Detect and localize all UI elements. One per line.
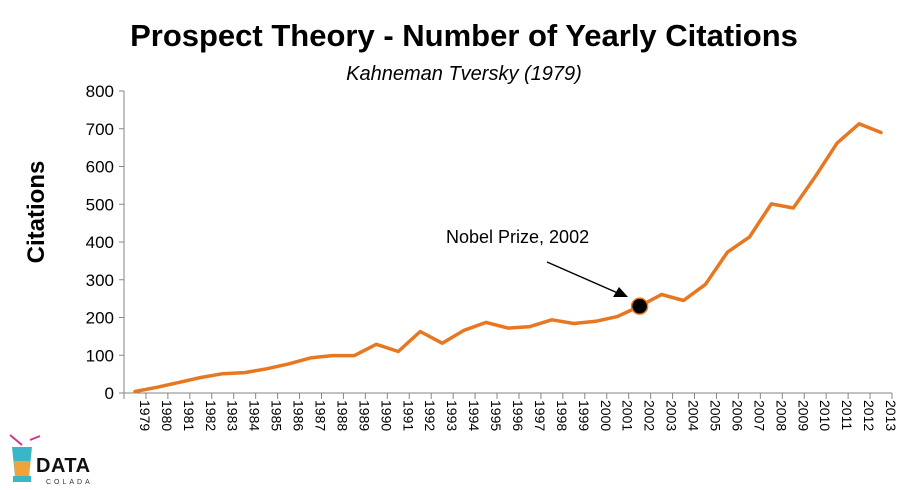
annotation-label: Nobel Prize, 2002 bbox=[446, 227, 589, 247]
x-tick-label: 1989 bbox=[356, 400, 372, 431]
x-tick-label: 1992 bbox=[422, 400, 438, 431]
y-tick-label: 100 bbox=[86, 346, 114, 365]
logo-subtext: COLADA bbox=[46, 479, 93, 486]
x-tick-label: 1990 bbox=[378, 400, 394, 431]
x-tick-label: 1998 bbox=[554, 400, 570, 431]
y-tick-label: 600 bbox=[86, 158, 114, 177]
y-tick-label: 800 bbox=[86, 82, 114, 101]
x-tick-label: 1979 bbox=[137, 400, 153, 431]
x-tick-label: 2012 bbox=[861, 400, 877, 431]
x-tick-label: 1999 bbox=[576, 400, 592, 431]
logo-text: DATA bbox=[36, 455, 91, 477]
series-layer bbox=[133, 122, 883, 394]
chart-subtitle: Kahneman Tversky (1979) bbox=[346, 63, 582, 85]
y-tick-label: 700 bbox=[86, 120, 114, 139]
x-tick-label: 1986 bbox=[291, 400, 307, 431]
x-tick-label: 1995 bbox=[488, 400, 504, 431]
x-tick-label: 1983 bbox=[225, 400, 241, 431]
x-tick-label: 1996 bbox=[510, 400, 526, 431]
x-tick-label: 2000 bbox=[598, 400, 614, 431]
y-tick-label: 300 bbox=[86, 271, 114, 290]
annotation: Nobel Prize, 2002 bbox=[446, 227, 628, 297]
y-tick-label: 400 bbox=[86, 233, 114, 252]
x-tick-label: 2011 bbox=[839, 400, 855, 430]
x-tick-label: 2013 bbox=[883, 400, 899, 431]
x-tick-label: 1991 bbox=[400, 400, 416, 431]
x-tick-label: 1997 bbox=[532, 400, 548, 431]
x-tick-label: 1981 bbox=[181, 400, 197, 431]
x-tick-label: 2007 bbox=[751, 400, 767, 431]
y-tick-label: 200 bbox=[86, 309, 114, 328]
x-axis: 1979 1980 1981 1982 1983 1984 1985 1986 1987 1988… bbox=[123, 392, 899, 431]
x-tick-label: 2010 bbox=[817, 400, 833, 431]
x-tick-label: 1984 bbox=[247, 400, 263, 431]
cocktail-glass-icon bbox=[9, 434, 41, 482]
x-tick-label: 1980 bbox=[159, 400, 175, 431]
x-tick-label: 2008 bbox=[773, 400, 789, 431]
y-tick-label: 500 bbox=[86, 195, 114, 214]
x-tick-label: 1985 bbox=[269, 400, 285, 431]
chart-title: Prospect Theory - Number of Yearly Citat… bbox=[130, 18, 798, 53]
data-colada-logo: DATA COLADA bbox=[9, 434, 93, 486]
x-tick-label: 1994 bbox=[466, 400, 482, 431]
x-tick-label: 2001 bbox=[620, 400, 636, 431]
x-tick-label: 1993 bbox=[444, 400, 460, 431]
nobel-prize-marker bbox=[630, 297, 649, 315]
y-tick-label: 0 bbox=[105, 384, 114, 403]
citations-series-line bbox=[133, 122, 883, 394]
x-tick-label: 2006 bbox=[729, 400, 745, 431]
x-tick-label: 2004 bbox=[686, 400, 702, 431]
x-tick-label: 1988 bbox=[334, 400, 350, 431]
x-tick-label: 2002 bbox=[642, 400, 658, 431]
y-axis-label: Citations bbox=[23, 161, 50, 264]
x-tick-label: 2005 bbox=[707, 400, 723, 431]
x-tick-label: 1982 bbox=[203, 400, 219, 431]
y-axis: 0 100 200 300 400 500 600 700 800 bbox=[86, 82, 125, 403]
annotation-arrow-line bbox=[546, 261, 621, 295]
annotation-arrow-head bbox=[613, 287, 628, 297]
x-tick-label: 2003 bbox=[664, 400, 680, 431]
x-tick-label: 1987 bbox=[313, 400, 329, 431]
x-tick-label: 2009 bbox=[795, 400, 811, 431]
